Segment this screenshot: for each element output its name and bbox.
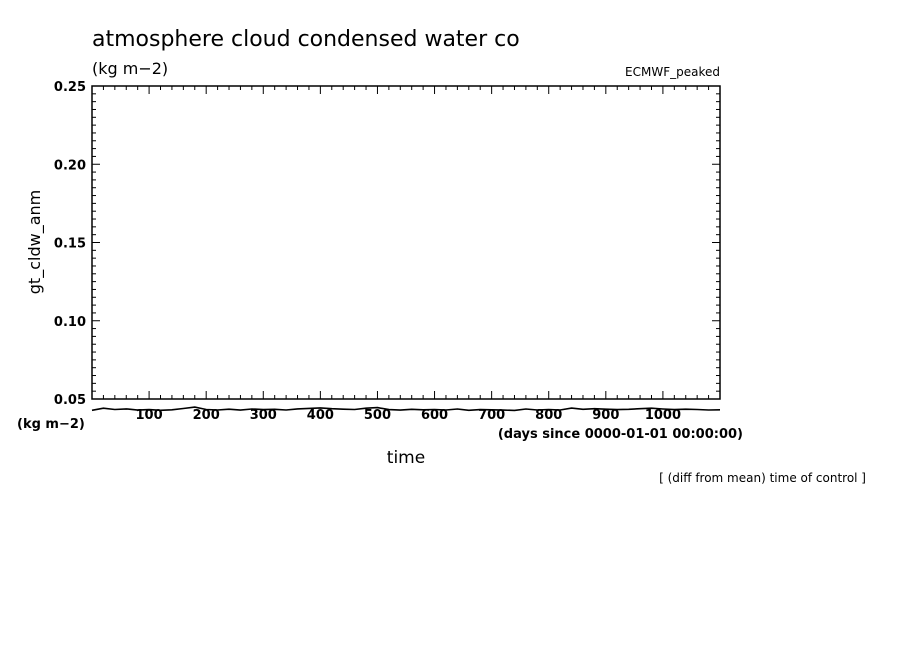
- x-tick-label: 600: [421, 408, 448, 423]
- x-axis-label: time: [387, 448, 425, 468]
- x-tick-label: 100: [136, 408, 163, 423]
- y-axis: 0.05 0.10 0.15 0.20 0.25: [54, 80, 720, 408]
- y-tick-label: 0.15: [54, 237, 86, 252]
- chart-units-label: (kg m−2): [92, 59, 168, 78]
- y-tick-label: 0.20: [54, 158, 86, 173]
- series-line: [91, 406, 721, 412]
- footnote: [ (diff from mean) time of control ]: [659, 471, 866, 485]
- y-tick-label: 0.25: [54, 80, 86, 95]
- x-tick-label: 400: [307, 408, 334, 423]
- x-tick-label: 900: [592, 408, 619, 423]
- plot-frame: [91, 85, 721, 400]
- x-tick-label: 800: [535, 408, 562, 423]
- x-tick-label: 200: [193, 408, 220, 423]
- y-tick-label: 0.10: [54, 315, 86, 330]
- x-tick-label: 500: [364, 408, 391, 423]
- x-tick-label: 700: [478, 408, 505, 423]
- x-tick-label: 1000: [645, 408, 681, 423]
- x-tick-label: 300: [250, 408, 277, 423]
- y-axis-units: (kg m−2): [17, 417, 85, 432]
- chart-title: atmosphere cloud condensed water co: [92, 27, 520, 52]
- y-axis-label: gt_cldw_anm: [25, 190, 45, 294]
- y-tick-label: 0.05: [54, 393, 86, 408]
- dataset-label: ECMWF_peaked: [625, 65, 720, 79]
- x-axis: 100 200 300 400 500 600 700 800 900 1000: [91, 86, 721, 423]
- x-axis-units: (days since 0000-01-01 00:00:00): [498, 427, 743, 442]
